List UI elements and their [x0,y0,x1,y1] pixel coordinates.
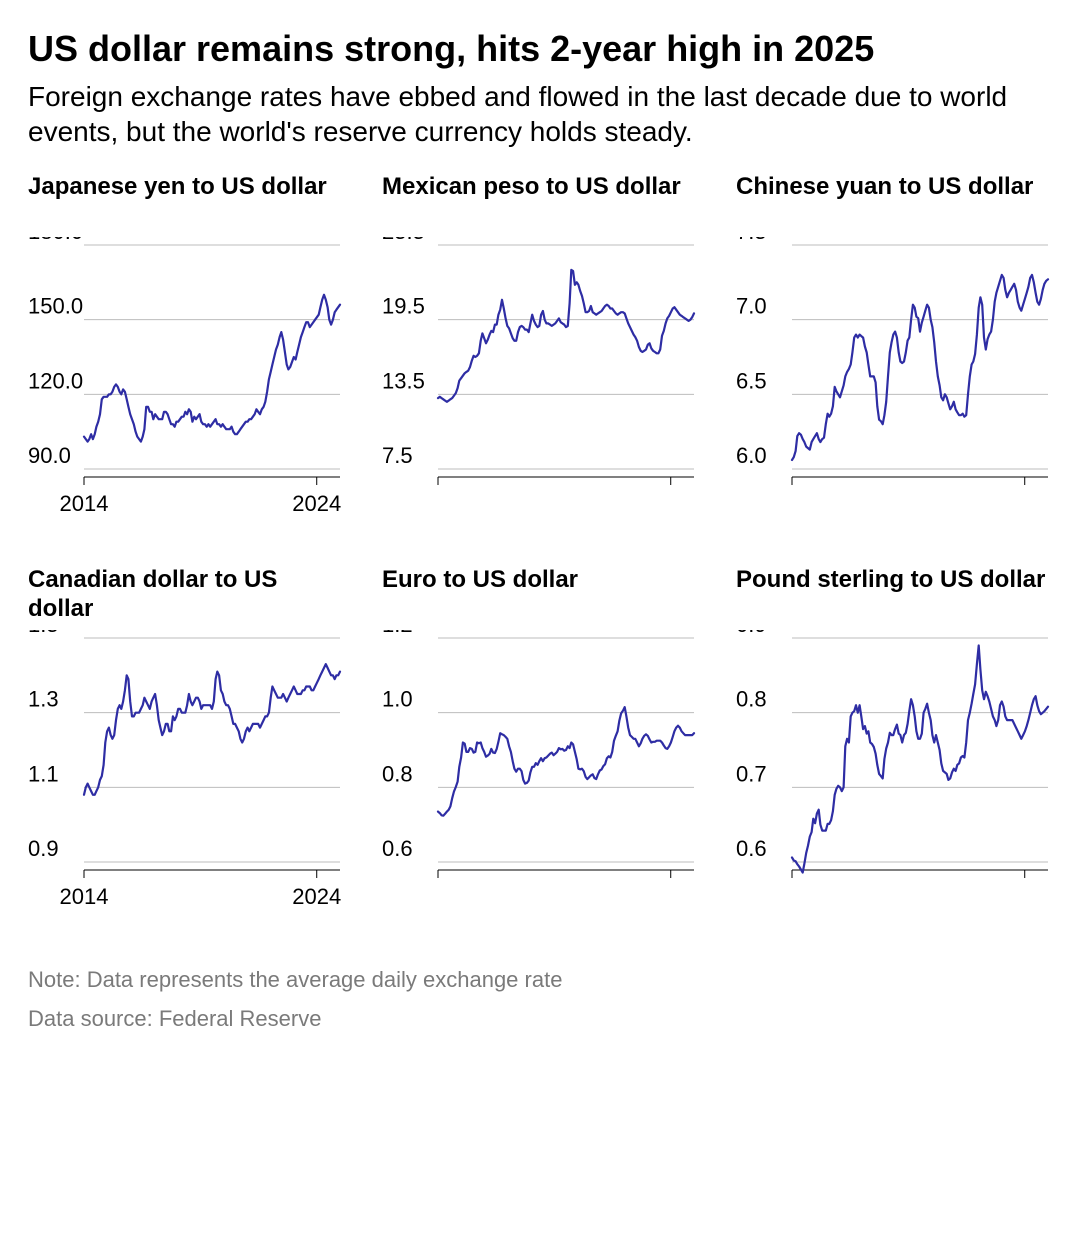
y-tick-label: 1.1 [28,762,59,787]
y-tick-label: 0.6 [736,836,767,861]
y-tick-label: 1.5 [28,630,59,637]
y-tick-label: 19.5 [382,294,425,319]
y-tick-label: 0.9 [736,630,767,637]
y-tick-label: 1.3 [28,687,59,712]
x-tick-label: 2024 [292,884,341,909]
y-tick-label: 120.0 [28,369,83,394]
panel-title: Canadian dollar to US dollar [28,566,346,624]
series-line [438,270,694,402]
panel-cny: Chinese yuan to US dollar 6.0 6.5 7.0 7.5 [736,173,1054,542]
chart-page: US dollar remains strong, hits 2-year hi… [0,0,1080,1069]
y-tick-label: 0.9 [28,836,59,861]
y-tick-label: 1.2 [382,630,413,637]
panel-title: Mexican peso to US dollar [382,173,700,231]
footnotes: Note: Data represents the average daily … [28,963,1052,1035]
panel-chart: 0.9 1.1 1.3 1.5 2014 2024 [28,630,346,930]
panel-jpy: Japanese yen to US dollar 90.0 120.0 150.0 1… [28,173,346,542]
footnote-source: Data source: Federal Reserve [28,1002,1052,1035]
panel-title: Chinese yuan to US dollar [736,173,1054,231]
panel-gbp: Pound sterling to US dollar 0.6 0.7 0.8 0.9 [736,566,1054,935]
series-line [84,295,340,442]
y-tick-label: 0.6 [382,836,413,861]
panel-title: Japanese yen to US dollar [28,173,346,231]
y-tick-label: 6.0 [736,443,767,468]
panel-chart: 0.6 0.8 1.0 1.2 [382,630,700,894]
page-title: US dollar remains strong, hits 2-year hi… [28,28,1052,69]
y-tick-label: 7.5 [736,237,767,244]
panel-title: Pound sterling to US dollar [736,566,1054,624]
y-tick-label: 25.5 [382,237,425,244]
panel-cad: Canadian dollar to US dollar 0.9 1.1 1.3 1.5… [28,566,346,935]
footnote-note: Note: Data represents the average daily … [28,963,1052,996]
y-tick-label: 7.0 [736,294,767,319]
series-line [792,646,1048,873]
panel-chart: 6.0 6.5 7.0 7.5 [736,237,1054,501]
y-tick-label: 90.0 [28,443,71,468]
y-tick-label: 150.0 [28,294,83,319]
panel-chart: 0.6 0.7 0.8 0.9 [736,630,1054,894]
x-tick-label: 2014 [60,884,109,909]
y-tick-label: 0.8 [736,687,767,712]
series-line [84,664,340,795]
panel-mxn: Mexican peso to US dollar 7.5 13.5 19.5 25.5 [382,173,700,542]
page-subtitle: Foreign exchange rates have ebbed and fl… [28,79,1052,149]
x-tick-label: 2024 [292,491,341,516]
series-line [438,707,694,816]
panel-title: Euro to US dollar [382,566,700,624]
panel-eur: Euro to US dollar 0.6 0.8 1.0 1.2 [382,566,700,935]
y-tick-label: 13.5 [382,369,425,394]
y-tick-label: 180.0 [28,237,83,244]
y-tick-label: 0.7 [736,762,767,787]
panel-chart: 90.0 120.0 150.0 180.0 2014 2024 [28,237,346,537]
series-line [792,275,1048,460]
x-tick-label: 2014 [60,491,109,516]
panel-chart: 7.5 13.5 19.5 25.5 [382,237,700,501]
y-tick-label: 0.8 [382,762,413,787]
y-tick-label: 6.5 [736,369,767,394]
y-tick-label: 1.0 [382,687,413,712]
y-tick-label: 7.5 [382,443,413,468]
small-multiples-grid: Japanese yen to US dollar 90.0 120.0 150.0 1… [28,173,1052,935]
